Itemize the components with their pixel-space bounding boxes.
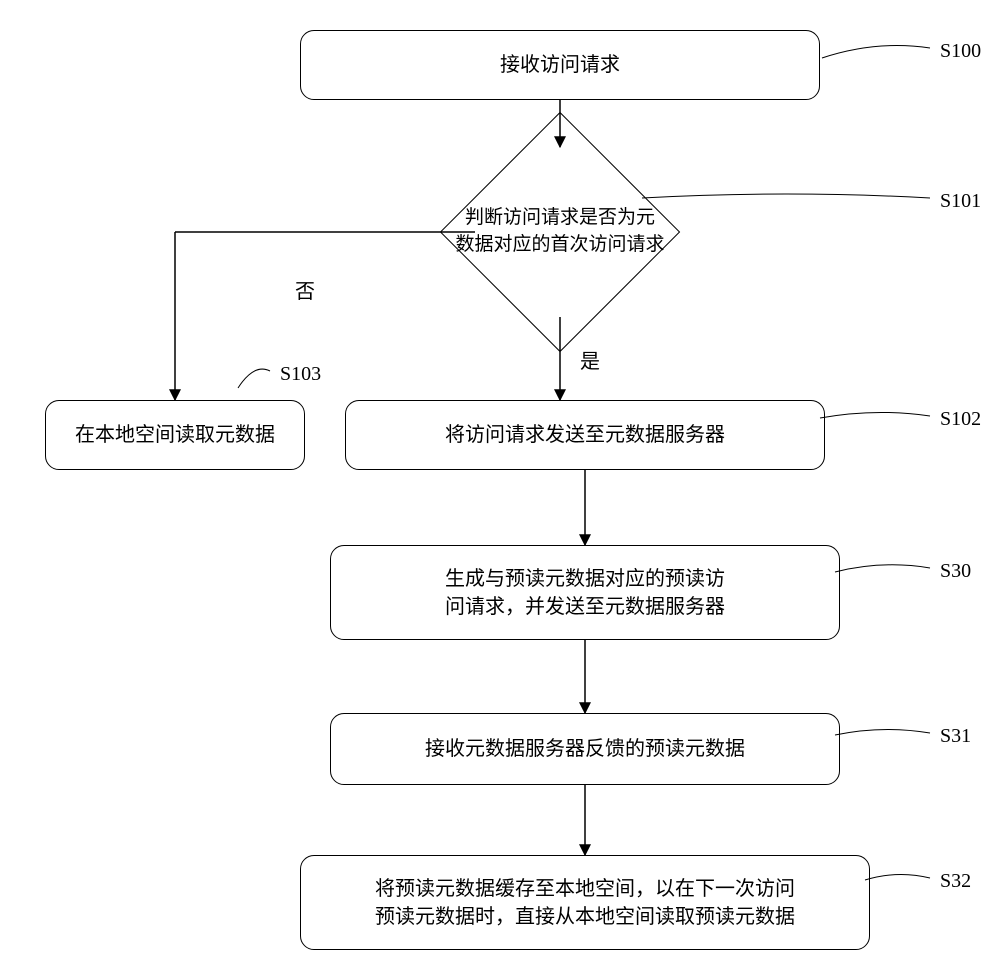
node-s32-text: 将预读元数据缓存至本地空间，以在下一次访问 预读元数据时，直接从本地空间读取预读… (375, 875, 795, 931)
tag-s32: S32 (940, 870, 971, 893)
edge-label-no: 否 (295, 275, 315, 304)
tag-s30: S30 (940, 560, 971, 583)
node-s30: 生成与预读元数据对应的预读访 问请求，并发送至元数据服务器 (330, 545, 840, 640)
tag-s102: S102 (940, 408, 981, 431)
node-s101-text-span: 判断访问请求是否为元 数据对应的首次访问请求 (455, 205, 664, 258)
node-s32: 将预读元数据缓存至本地空间，以在下一次访问 预读元数据时，直接从本地空间读取预读… (300, 855, 870, 950)
edge-label-yes: 是 (580, 345, 600, 374)
node-s31: 接收元数据服务器反馈的预读元数据 (330, 713, 840, 785)
node-s103: 在本地空间读取元数据 (45, 400, 305, 470)
tag-s100: S100 (940, 40, 981, 63)
node-s101-text: 判断访问请求是否为元 数据对应的首次访问请求 (441, 147, 679, 317)
tag-s31: S31 (940, 725, 971, 748)
node-s101: 判断访问请求是否为元 数据对应的首次访问请求 (475, 147, 645, 317)
node-s100: 接收访问请求 (300, 30, 820, 100)
tag-s103: S103 (280, 363, 321, 386)
node-s31-text: 接收元数据服务器反馈的预读元数据 (425, 735, 745, 763)
tag-s101: S101 (940, 190, 981, 213)
node-s100-text: 接收访问请求 (500, 51, 620, 79)
node-s103-text: 在本地空间读取元数据 (75, 421, 275, 449)
node-s102: 将访问请求发送至元数据服务器 (345, 400, 825, 470)
edges-overlay (0, 0, 1000, 970)
node-s30-text: 生成与预读元数据对应的预读访 问请求，并发送至元数据服务器 (445, 565, 725, 621)
node-s102-text: 将访问请求发送至元数据服务器 (445, 421, 725, 449)
